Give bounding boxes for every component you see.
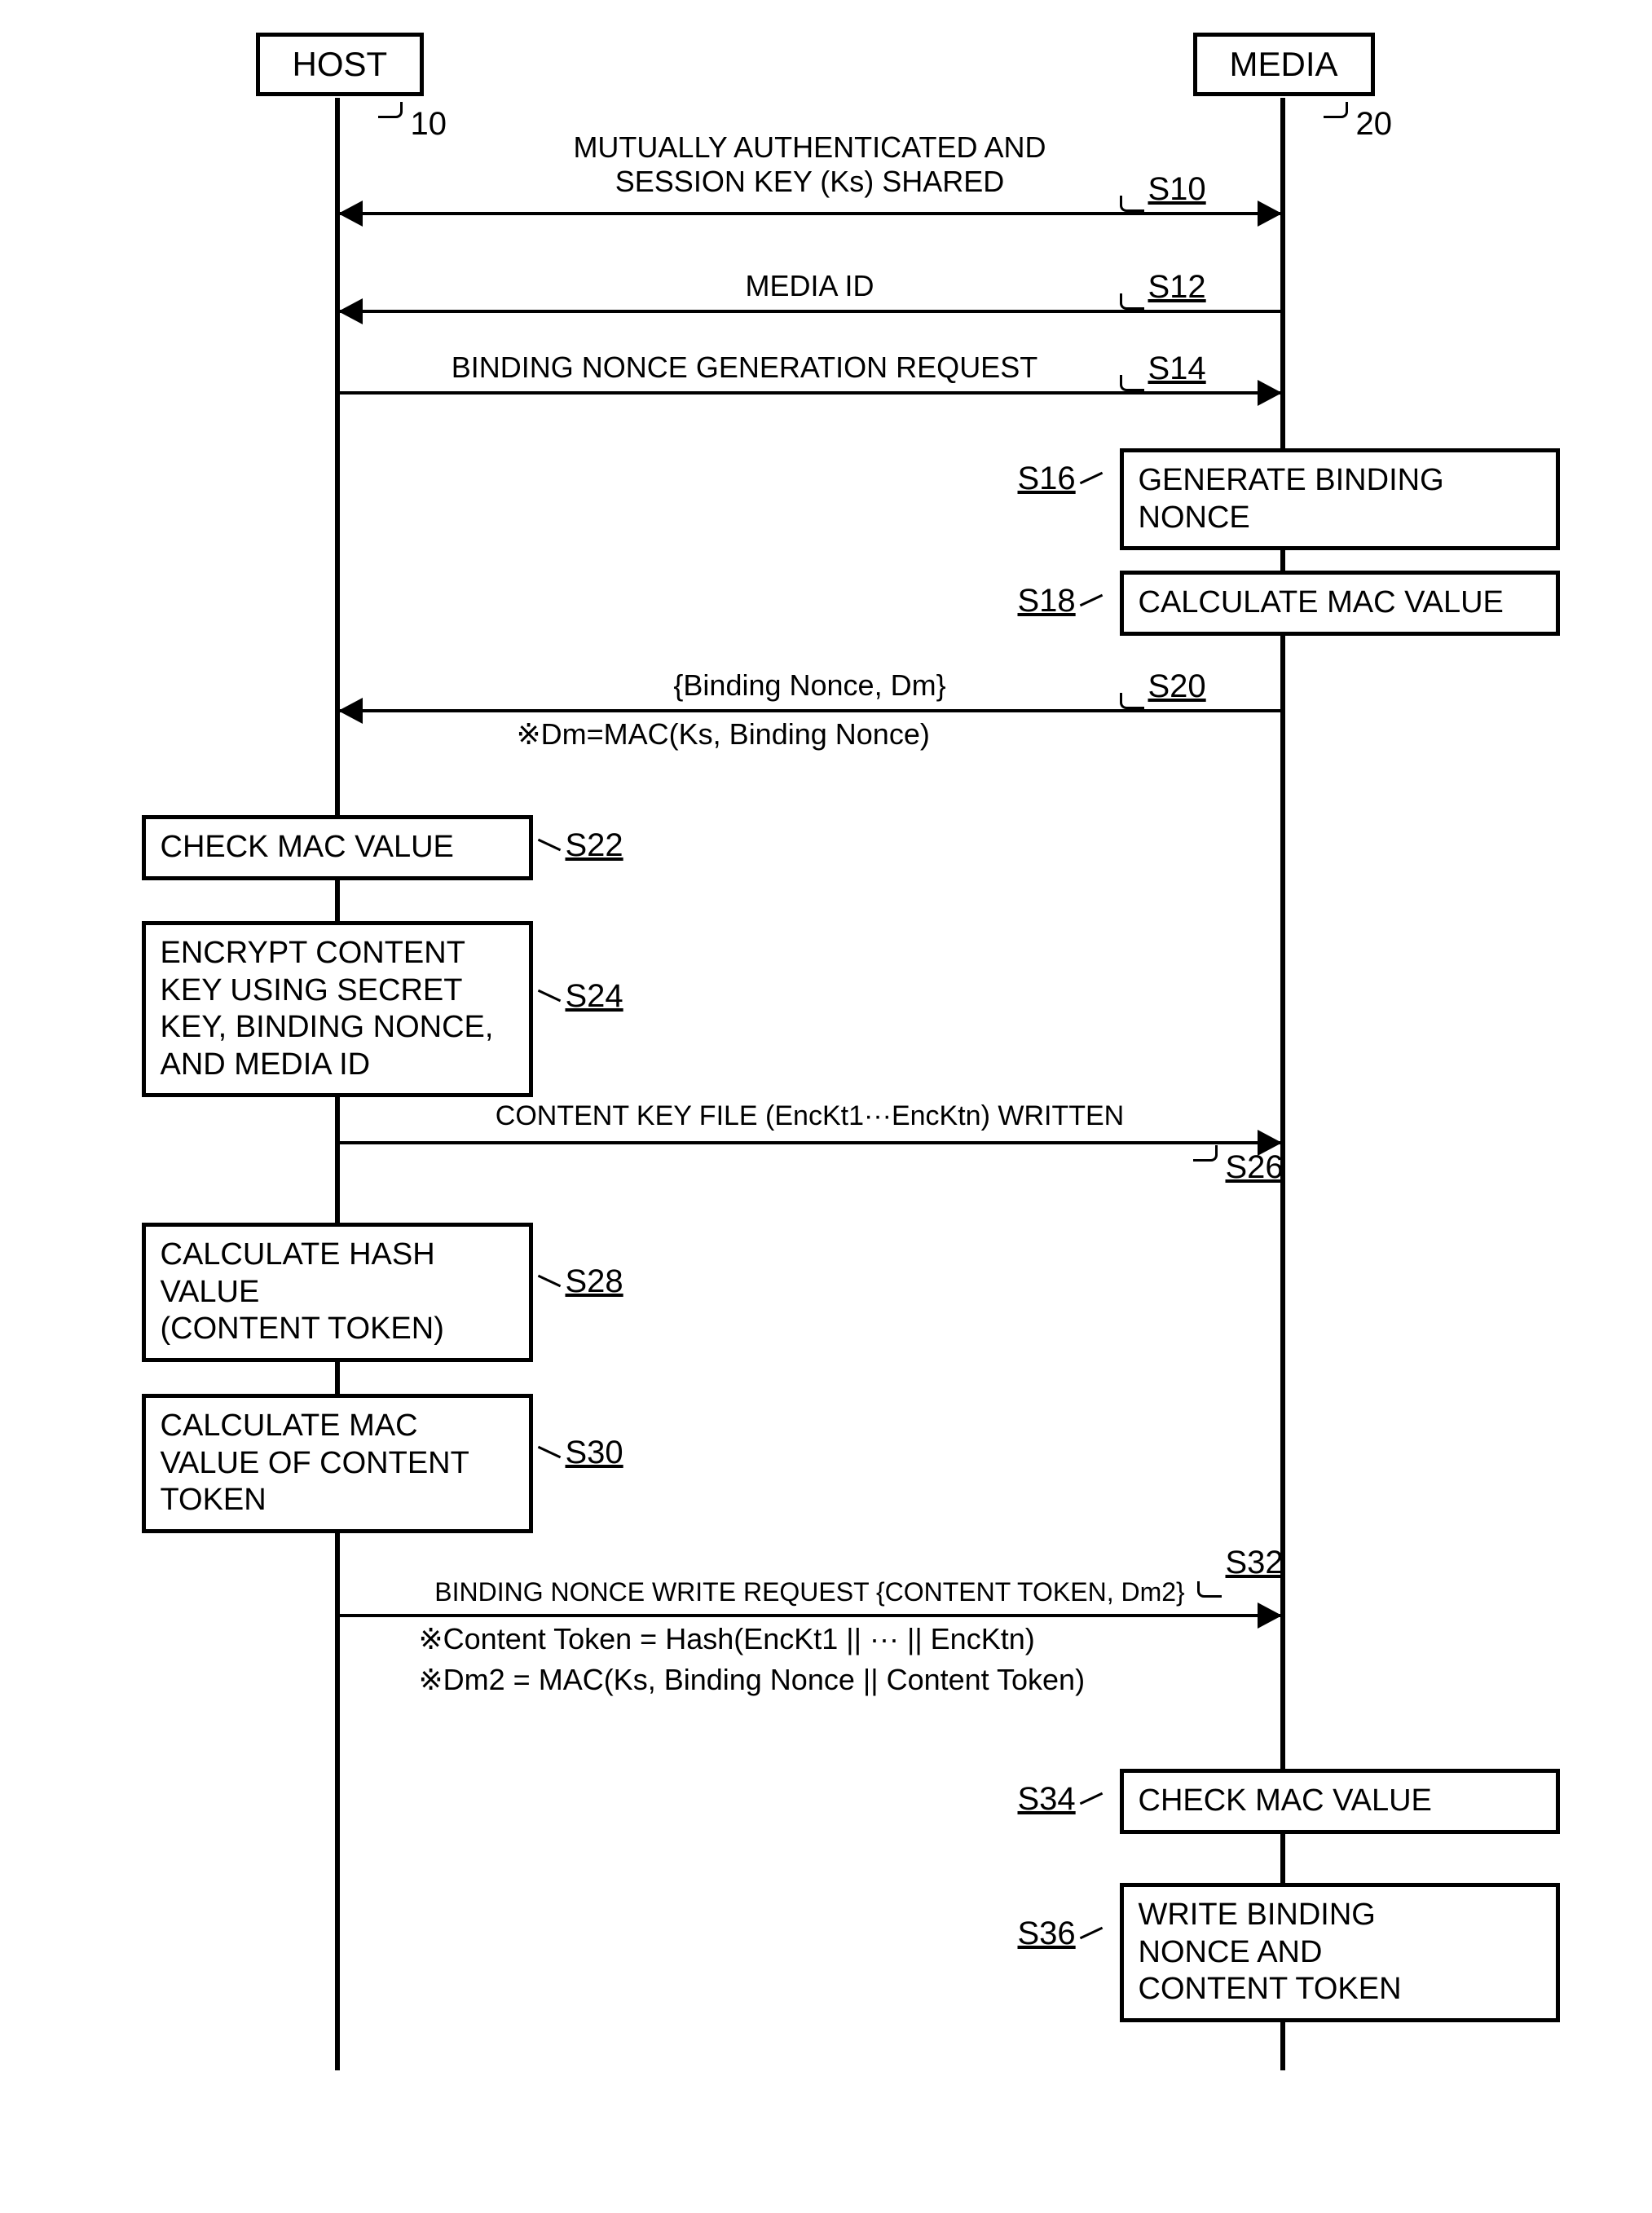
step-s20: S20 — [1148, 668, 1206, 705]
box-s24: ENCRYPT CONTENTKEY USING SECRETKEY, BIND… — [142, 921, 533, 1097]
step-s14: S14 — [1148, 350, 1206, 387]
msg-s32-line — [340, 1614, 1280, 1617]
box-s30: CALCULATE MACVALUE OF CONTENTTOKEN — [142, 1394, 533, 1533]
step-s22: S22 — [566, 827, 623, 864]
box-s36: WRITE BINDINGNONCE ANDCONTENT TOKEN — [1120, 1883, 1560, 2022]
step-s30: S30 — [566, 1435, 623, 1471]
box-s28: CALCULATE HASHVALUE(CONTENT TOKEN) — [142, 1223, 533, 1362]
msg-s26-line — [340, 1141, 1280, 1144]
msg-s20-line — [340, 709, 1280, 712]
actor-media: MEDIA — [1193, 33, 1375, 96]
msg-s32-note2: ※Dm2 = MAC(Ks, Binding Nonce || Content … — [419, 1663, 1086, 1697]
actor-media-label: MEDIA — [1230, 45, 1338, 83]
msg-s14-line — [340, 391, 1280, 395]
box-s34: CHECK MAC VALUE — [1120, 1769, 1560, 1834]
msg-s32-note1: ※Content Token = Hash(EncKt1 || ··· || E… — [419, 1622, 1035, 1656]
step-s26: S26 — [1226, 1149, 1284, 1186]
box-s22: CHECK MAC VALUE — [142, 815, 533, 880]
msg-s10-text: MUTUALLY AUTHENTICATED AND SESSION KEY (… — [337, 130, 1283, 199]
msg-s32-text: BINDING NONCE WRITE REQUEST {CONTENT TOK… — [337, 1577, 1283, 1607]
step-s10: S10 — [1148, 171, 1206, 208]
step-s16: S16 — [1018, 461, 1076, 497]
msg-s14-text: BINDING NONCE GENERATION REQUEST — [337, 350, 1152, 385]
sequence-diagram: HOST 10 MEDIA 20 MUTUALLY AUTHENTICATED … — [93, 33, 1560, 2070]
msg-s26-text: CONTENT KEY FILE (EncKt1···EncKtn) WRITT… — [337, 1100, 1283, 1132]
box-s18: CALCULATE MAC VALUE — [1120, 571, 1560, 636]
step-s12: S12 — [1148, 269, 1206, 306]
step-s36: S36 — [1018, 1915, 1076, 1952]
actor-media-num: 20 — [1356, 106, 1393, 143]
msg-s12-line — [340, 310, 1280, 313]
msg-s20-note: ※Dm=MAC(Ks, Binding Nonce) — [517, 717, 930, 752]
msg-s10-line — [340, 212, 1280, 215]
box-s16: GENERATE BINDING NONCE — [1120, 448, 1560, 550]
step-s18: S18 — [1018, 583, 1076, 619]
step-s24: S24 — [566, 978, 623, 1015]
actor-host: HOST — [256, 33, 425, 96]
actor-host-label: HOST — [293, 45, 388, 83]
step-s28: S28 — [566, 1263, 623, 1300]
step-s32: S32 — [1226, 1545, 1284, 1581]
step-s34: S34 — [1018, 1781, 1076, 1818]
